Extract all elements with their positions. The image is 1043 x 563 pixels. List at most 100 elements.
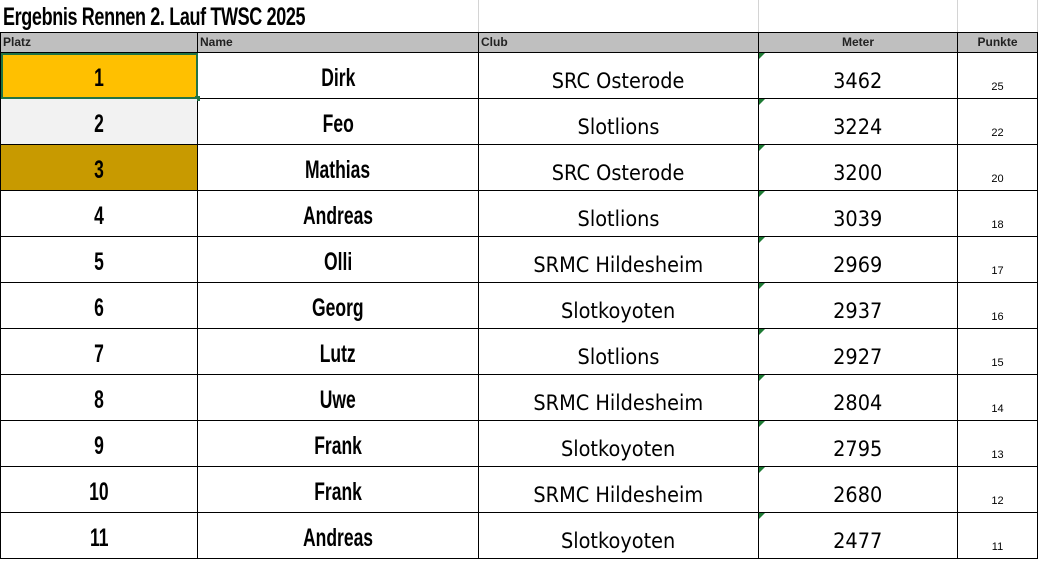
punkte-value: 12 (991, 495, 1004, 507)
cell-platz[interactable]: 8 (0, 374, 198, 421)
cell-platz[interactable]: 7 (0, 328, 198, 375)
cell-punkte[interactable]: 17 (957, 236, 1038, 283)
header-punkte[interactable]: Punkte (957, 32, 1038, 53)
cell-platz[interactable]: 6 (0, 282, 198, 329)
error-indicator-icon (759, 329, 765, 335)
cell-name[interactable]: Uwe (197, 374, 479, 421)
cell-punkte[interactable]: 13 (957, 420, 1038, 467)
platz-value: 6 (94, 294, 104, 322)
platz-value: 1 (94, 64, 104, 92)
gridline (478, 0, 479, 32)
header-meter[interactable]: Meter (758, 32, 958, 53)
cell-club[interactable]: Slotkoyoten (478, 282, 759, 329)
cell-name[interactable]: Georg (197, 282, 479, 329)
header-name[interactable]: Name (197, 32, 479, 53)
platz-value: 9 (94, 432, 104, 460)
cell-platz[interactable]: 9 (0, 420, 198, 467)
cell-meter[interactable]: 2804 (758, 374, 958, 421)
punkte-value: 11 (991, 541, 1004, 553)
meter-value: 2937 (833, 299, 883, 323)
cell-name[interactable]: Olli (197, 236, 479, 283)
cell-punkte[interactable]: 12 (957, 466, 1038, 513)
cell-platz[interactable]: 10 (0, 466, 198, 513)
cell-meter[interactable]: 2477 (758, 512, 958, 559)
cell-club[interactable]: SRMC Hildesheim (478, 466, 759, 513)
club-value: Slotkoyoten (561, 437, 676, 461)
cell-platz[interactable]: 11 (0, 512, 198, 559)
cell-name[interactable]: Frank (197, 466, 479, 513)
name-value: Uwe (320, 386, 356, 414)
cell-platz[interactable]: 5 (0, 236, 198, 283)
cell-name[interactable]: Lutz (197, 328, 479, 375)
header-club[interactable]: Club (478, 32, 759, 53)
cell-name[interactable]: Frank (197, 420, 479, 467)
cell-meter[interactable]: 2795 (758, 420, 958, 467)
cell-meter[interactable]: 2680 (758, 466, 958, 513)
cell-punkte[interactable]: 22 (957, 98, 1038, 145)
club-value: Slotlions (577, 207, 660, 231)
table-row: 7 Lutz Slotlions 2927 15 (0, 328, 1038, 375)
club-value: SRC Osterode (552, 69, 685, 93)
cell-punkte[interactable]: 25 (957, 52, 1038, 99)
error-indicator-icon (759, 191, 765, 197)
table-row: 4 Andreas Slotlions 3039 18 (0, 190, 1038, 237)
platz-value: 8 (94, 386, 104, 414)
cell-punkte[interactable]: 16 (957, 282, 1038, 329)
cell-platz[interactable]: 1 (0, 52, 200, 101)
gridline (957, 0, 958, 32)
cell-meter[interactable]: 3462 (758, 52, 958, 99)
platz-value: 7 (94, 340, 104, 368)
cell-meter[interactable]: 3039 (758, 190, 958, 237)
table-row: 10 Frank SRMC Hildesheim 2680 12 (0, 466, 1038, 513)
cell-name[interactable]: Feo (197, 98, 479, 145)
platz-value: 2 (94, 110, 104, 138)
cell-punkte[interactable]: 11 (957, 512, 1038, 559)
cell-meter[interactable]: 2927 (758, 328, 958, 375)
cell-club[interactable]: SRC Osterode (478, 144, 759, 191)
name-value: Dirk (320, 64, 356, 92)
gridline (1037, 0, 1038, 32)
cell-platz[interactable]: 2 (0, 98, 198, 145)
table-row: 11 Andreas Slotkoyoten 2477 11 (0, 512, 1038, 559)
punkte-value: 16 (991, 311, 1004, 323)
platz-value: 4 (94, 202, 104, 230)
header-platz[interactable]: Platz (0, 32, 198, 53)
cell-club[interactable]: Slotkoyoten (478, 512, 759, 559)
cell-meter[interactable]: 3200 (758, 144, 958, 191)
error-indicator-icon (759, 467, 765, 473)
meter-value: 3224 (833, 115, 883, 139)
punkte-value: 14 (991, 403, 1004, 415)
results-table: Platz Name Club Meter Punkte 1 Dirk SRC Os… (0, 32, 1038, 559)
sheet-title[interactable]: Ergebnis Rennen 2. Lauf TWSC 2025 (3, 3, 306, 31)
cell-punkte[interactable]: 18 (957, 190, 1038, 237)
cell-club[interactable]: Slotkoyoten (478, 420, 759, 467)
error-indicator-icon (759, 375, 765, 381)
cell-club[interactable]: SRC Osterode (478, 52, 759, 99)
platz-value: 10 (89, 478, 109, 506)
table-row: 2 Feo Slotlions 3224 22 (0, 98, 1038, 145)
cell-meter[interactable]: 3224 (758, 98, 958, 145)
cell-punkte[interactable]: 15 (957, 328, 1038, 375)
cell-platz[interactable]: 4 (0, 190, 198, 237)
cell-club[interactable]: SRMC Hildesheim (478, 236, 759, 283)
club-value: Slotkoyoten (561, 529, 676, 553)
cell-punkte[interactable]: 14 (957, 374, 1038, 421)
cell-name[interactable]: Andreas (197, 190, 479, 237)
error-indicator-icon (759, 421, 765, 427)
cell-club[interactable]: SRMC Hildesheim (478, 374, 759, 421)
meter-value: 2680 (833, 483, 883, 507)
cell-club[interactable]: Slotlions (478, 190, 759, 237)
cell-club[interactable]: Slotlions (478, 328, 759, 375)
cell-punkte[interactable]: 20 (957, 144, 1038, 191)
cell-name[interactable]: Andreas (197, 512, 479, 559)
name-value: Andreas (302, 524, 374, 552)
cell-club[interactable]: Slotlions (478, 98, 759, 145)
meter-value: 2969 (833, 253, 883, 277)
cell-name[interactable]: Mathias (197, 144, 479, 191)
cell-name[interactable]: Dirk (197, 52, 479, 99)
cell-meter[interactable]: 2969 (758, 236, 958, 283)
cell-platz[interactable]: 3 (0, 144, 198, 191)
meter-value: 2927 (833, 345, 883, 369)
error-indicator-icon (759, 99, 765, 105)
cell-meter[interactable]: 2937 (758, 282, 958, 329)
